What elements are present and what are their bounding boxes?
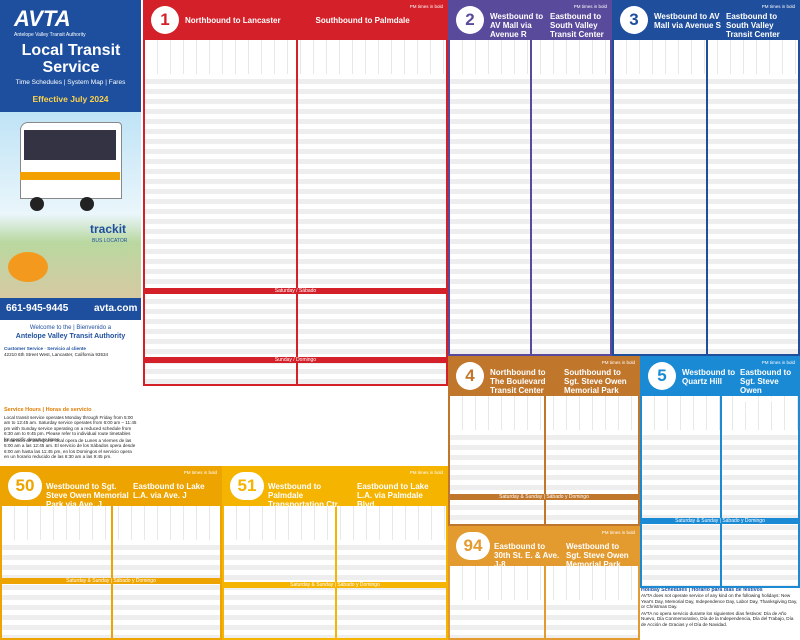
- direction-label: Eastbound to 30th St. E. & Ave. J-8: [494, 542, 560, 569]
- route-note: PM times in bold: [409, 4, 443, 9]
- bus-wheel: [80, 197, 94, 211]
- route-header: 5 PM times in bold Westbound to Quartz Hil…: [642, 358, 798, 413]
- holiday: Holiday Schedules | Horario para días de…: [641, 587, 798, 640]
- welcome-agency: Antelope Valley Transit Authority: [15, 333, 126, 340]
- links: Time Schedules | System Map | Fares: [15, 79, 126, 86]
- hours-title: Service Hours | Horas de servicio: [4, 407, 92, 413]
- route-number: 4: [456, 362, 484, 390]
- direction-label: Eastbound to South Valley Transit Center: [550, 12, 604, 39]
- direction-label: Eastbound to Lake L.A. via Palmdale Blvd…: [357, 482, 429, 509]
- route-header: 94 PM times in bold Eastbound to 30th St. …: [450, 528, 638, 569]
- holiday-text-es: AVTA no opera servicio durante los sigui…: [641, 611, 794, 627]
- direction-label: Northbound to The Boulevard Transit Cent…: [490, 368, 546, 395]
- route-number: 94: [456, 532, 490, 560]
- direction-label: Westbound to AV Mall via Avenue R: [490, 12, 544, 39]
- direction-label: Westbound to Sgt. Steve Owen Memorial Pa…: [566, 542, 629, 569]
- route-number: 2: [456, 6, 484, 34]
- divider: [530, 40, 532, 354]
- divider: [544, 396, 546, 524]
- section-label: Saturday & Sunday | Sábado y Domingo: [642, 518, 798, 524]
- direction-label: Southbound to Sgt. Steve Owen Memorial P…: [564, 368, 627, 395]
- route-number: 1: [151, 6, 179, 34]
- direction-label: Southbound to Palmdale: [315, 16, 410, 25]
- route-panel: 3 PM times in bold Westbound to AV Mall vi…: [612, 0, 800, 356]
- holiday-title: Holiday Schedules | Horario para días de…: [641, 587, 763, 593]
- route-note: PM times in bold: [409, 470, 443, 475]
- divider: [111, 506, 113, 638]
- section-label: Sunday / Domingo: [145, 357, 446, 363]
- info: Welcome to the | Bienvenido a Antelope V…: [0, 320, 141, 466]
- direction-label: Westbound to Quartz Hill: [682, 368, 736, 386]
- section-label: Saturday & Sunday | Sábado y Domingo: [450, 494, 638, 500]
- route-note: PM times in bold: [183, 470, 217, 475]
- agency: Antelope Valley Transit Authority: [14, 32, 86, 38]
- section-label: Saturday / Sábado: [145, 288, 446, 294]
- route-panel: 51 PM times in bold Westbound to Palmdale …: [222, 466, 448, 640]
- route-panel: 50 PM times in bold Westbound to Sgt. Stev…: [0, 466, 222, 640]
- divider: [706, 40, 708, 354]
- poppies: [8, 252, 48, 282]
- route-panel: 2 PM times in bold Westbound to AV Mall vi…: [448, 0, 612, 356]
- address: 42210 6th Street West, Lancaster, Califo…: [4, 352, 109, 357]
- route-header: 4 PM times in bold Northbound to The Boule…: [450, 358, 638, 396]
- section-label: Saturday & Sunday | Sábado y Domingo: [2, 578, 220, 584]
- route-number: 50: [8, 472, 42, 500]
- direction-label: Westbound to AV Mall via Avenue S: [654, 12, 721, 30]
- route-note: PM times in bold: [573, 4, 607, 9]
- direction-label: Eastbound to South Valley Transit Center: [726, 12, 780, 39]
- direction-label: Westbound to Palmdale Transportation Ctr…: [268, 482, 340, 509]
- effective: Effective July 2024: [32, 94, 109, 104]
- hours-text-es: El servicio de transporte local opera de…: [4, 438, 136, 460]
- route-note: PM times in bold: [601, 530, 635, 535]
- logo: AVTA: [14, 6, 71, 31]
- divider: [720, 396, 722, 586]
- welcome: Welcome to the | Bienvenido a: [29, 325, 112, 331]
- route-number: 3: [620, 6, 648, 34]
- route-note: PM times in bold: [761, 360, 795, 365]
- bus-window: [24, 130, 116, 160]
- route-panel: 1 PM times in bold Northbound to Lancaster…: [143, 0, 448, 386]
- hours-text: Local transit service operates Monday th…: [4, 415, 137, 442]
- divider: [544, 566, 546, 638]
- route-header: 3 PM times in bold Westbound to AV Mall vi…: [614, 2, 798, 40]
- route-panel: 94 PM times in bold Eastbound to 30th St. …: [448, 526, 640, 640]
- divider: [335, 506, 337, 638]
- customer: Customer Service · Servicio al cliente: [4, 346, 86, 351]
- route-number: 51: [230, 472, 264, 500]
- direction-label: Northbound to Lancaster: [185, 16, 281, 25]
- bus-stripe: [20, 172, 120, 180]
- contact-bar: 661-945-9445 avta.com: [0, 298, 141, 320]
- route-number: 5: [648, 362, 676, 390]
- left-header: AVTA Antelope Valley Transit Authority L…: [0, 0, 141, 112]
- web: avta.com: [94, 303, 138, 314]
- route-panel: 5 PM times in bold Westbound to Quartz Hil…: [640, 356, 800, 588]
- route-note: PM times in bold: [761, 4, 795, 9]
- holiday-text: AVTA does not operate service of any kin…: [641, 593, 798, 609]
- section-label: Saturday & Sunday | Sábado y Domingo: [224, 582, 446, 588]
- locator: BUS LOCATOR: [92, 238, 128, 244]
- route-header: 1 PM times in bold Northbound to Lancaster…: [145, 2, 446, 40]
- route-note: PM times in bold: [601, 360, 635, 365]
- route-header: 50 PM times in bold Westbound to Sgt. Stev…: [2, 468, 220, 509]
- title: Local Transit Service: [21, 42, 121, 76]
- direction-label: Eastbound to Lake L.A. via Ave. J: [133, 482, 205, 500]
- direction-label: Westbound to Sgt. Steve Owen Memorial Pa…: [46, 482, 129, 509]
- route-header: 2 PM times in bold Westbound to AV Mall vi…: [450, 2, 610, 40]
- route-header: 51 PM times in bold Westbound to Palmdale …: [224, 468, 446, 509]
- photo: trackit BUS LOCATOR: [0, 112, 141, 298]
- divider: [295, 40, 298, 384]
- bus-wheel: [30, 197, 44, 211]
- direction-label: Eastbound to Sgt. Steve Owen Memorial Pa…: [740, 368, 792, 413]
- trackit: trackit: [90, 222, 127, 236]
- phone: 661-945-9445: [6, 303, 69, 314]
- route-panel: 4 PM times in bold Northbound to The Boule…: [448, 356, 640, 526]
